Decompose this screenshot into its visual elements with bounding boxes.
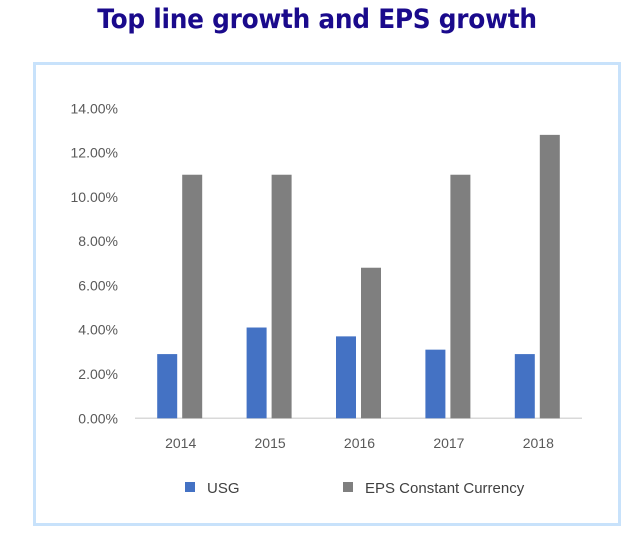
bar-eps-constant-currency-2014 [182,174,203,419]
bar-eps-constant-currency-2015 [271,174,292,419]
y-tick-label: 0.00% [78,410,118,426]
bar-eps-constant-currency-2017 [450,174,471,419]
x-tick-label: 2018 [523,435,554,451]
y-tick-label: 4.00% [78,322,118,338]
x-tick-label: 2016 [344,435,375,451]
y-tick-label: 8.00% [78,233,118,249]
legend-label: EPS Constant Currency [365,480,525,497]
x-tick-label: 2017 [433,435,464,451]
bar-eps-constant-currency-2016 [361,267,381,419]
bar-usg-2016 [336,336,356,419]
bar-usg-2015 [246,327,267,419]
legend-swatch-1 [343,482,353,492]
bar-eps-constant-currency-2018 [539,134,560,419]
chart-title: Top line growth and EPS growth [97,4,537,35]
y-tick-label: 2.00% [78,366,118,382]
bar-usg-2014 [157,354,178,419]
bar-usg-2018 [514,354,535,419]
x-tick-label: 2015 [255,435,286,451]
y-tick-label: 12.00% [71,145,118,161]
x-tick-label: 2014 [165,435,196,451]
legend-swatch-0 [185,482,195,492]
y-tick-label: 10.00% [71,189,118,205]
chart-frame [33,62,621,526]
y-tick-label: 14.00% [71,100,118,116]
y-tick-label: 6.00% [78,277,118,293]
bar-usg-2017 [425,349,446,419]
legend-label: USG [207,480,240,497]
